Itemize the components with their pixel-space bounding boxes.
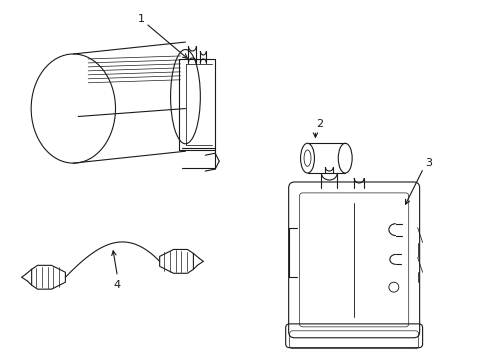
Text: 1: 1 [138, 14, 145, 24]
Text: 3: 3 [424, 158, 431, 168]
Text: 4: 4 [114, 280, 121, 289]
Text: 2: 2 [315, 120, 322, 130]
